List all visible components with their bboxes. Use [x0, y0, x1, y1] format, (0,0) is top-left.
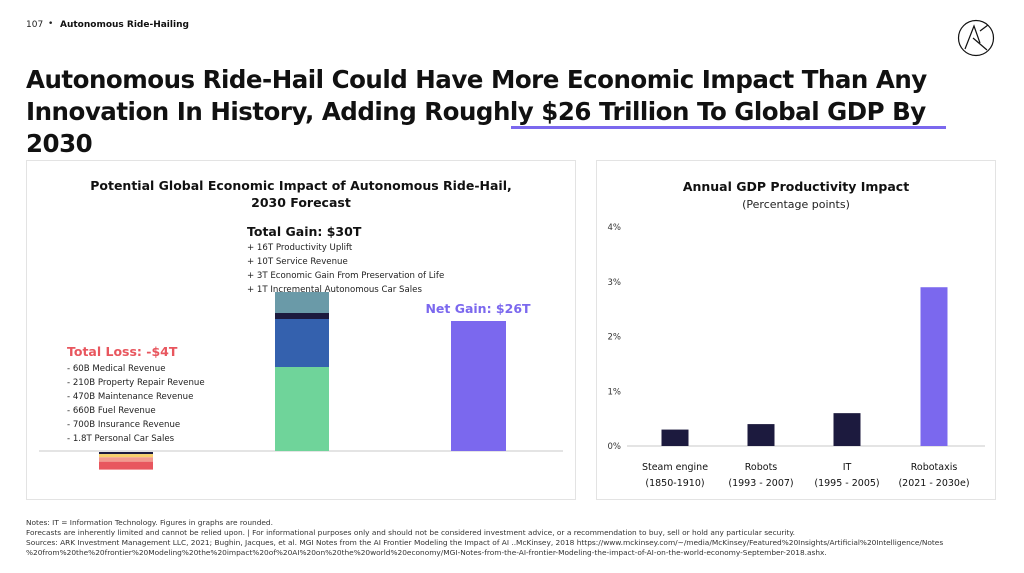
gdp-impact-bar [833, 413, 861, 446]
gain-item-label: + 10T Service Revenue [247, 257, 348, 267]
gdp-productivity-chart: 0% 1% 2% 3% 4% Steam engine (1850-1910) Robots (… [608, 223, 985, 489]
x-category-label: IT [843, 462, 852, 473]
header-separator: • [48, 19, 54, 29]
gain-bar-segment [275, 292, 329, 313]
net-gain-bar [451, 321, 506, 451]
y-tick-label: 1% [608, 387, 622, 397]
gain-total-label: Total Gain: $30T [247, 224, 362, 239]
x-category-period: (1993 - 2007) [728, 478, 793, 489]
loss-item-label: - 660B Fuel Revenue [67, 406, 156, 416]
right-chart-subtitle: (Percentage points) [742, 198, 850, 211]
y-tick-label: 2% [608, 333, 622, 343]
loss-bar-segment [99, 452, 153, 455]
gain-item-label: + 1T Incremental Autonomous Car Sales [247, 285, 422, 295]
net-gain-label: Net Gain: $26T [425, 301, 531, 316]
gdp-productivity-panel: Annual GDP Productivity Impact (Percenta… [596, 160, 996, 500]
loss-item-label: - 210B Property Repair Revenue [67, 378, 205, 388]
gain-item-label: + 16T Productivity Uplift [247, 243, 353, 253]
footer-notes-line: Notes: IT = Information Technology. Figu… [26, 518, 273, 527]
section-label: Autonomous Ride-Hailing [60, 20, 189, 30]
loss-bar-segment [99, 461, 153, 470]
x-category-period: (1995 - 2005) [814, 478, 879, 489]
economic-impact-panel: Potential Global Economic Impact of Auto… [26, 160, 576, 500]
footer-sources-url-line: %20from%20the%20frontier%20Modeling%20th… [26, 548, 827, 557]
economic-impact-chart: Total Loss: -$4T - 60B Medical Revenue - 2… [39, 224, 563, 470]
gain-bar-segment [275, 313, 329, 319]
x-category-period: (2021 - 2030e) [898, 478, 969, 489]
gdp-impact-bar [920, 287, 948, 446]
page-number: 107 [26, 20, 44, 30]
loss-item-label: - 470B Maintenance Revenue [67, 392, 193, 402]
gain-bar-segment [275, 319, 329, 367]
gain-bar-segment [275, 367, 329, 451]
ark-logo-icon [957, 19, 995, 57]
left-chart-title-line2: 2030 Forecast [251, 195, 351, 210]
y-tick-label: 0% [608, 442, 622, 452]
footer-sources-line: Sources: ARK Investment Management LLC, … [26, 538, 944, 547]
gdp-impact-bar [747, 424, 775, 446]
footer-disclaimer-line: Forecasts are inherently limited and can… [26, 528, 796, 537]
title-accent-underline [511, 126, 946, 129]
loss-item-label: - 60B Medical Revenue [67, 364, 165, 374]
loss-item-label: - 1.8T Personal Car Sales [67, 434, 175, 444]
loss-bar-segment [99, 457, 153, 462]
gain-item-label: + 3T Economic Gain From Preservation of … [247, 271, 444, 281]
y-tick-label: 3% [608, 278, 622, 288]
loss-bar-segment [99, 454, 153, 458]
x-category-label: Robots [745, 462, 778, 473]
loss-total-label: Total Loss: -$4T [67, 344, 178, 359]
loss-item-label: - 700B Insurance Revenue [67, 420, 180, 430]
footer-notes: Notes: IT = Information Technology. Figu… [26, 518, 1001, 558]
y-tick-label: 4% [608, 223, 622, 233]
x-category-label: Steam engine [642, 462, 708, 473]
page-title: Autonomous Ride-Hail Could Have More Eco… [26, 65, 927, 158]
x-category-period: (1850-1910) [645, 478, 704, 489]
x-category-label: Robotaxis [911, 462, 958, 473]
right-chart-title: Annual GDP Productivity Impact [682, 179, 910, 194]
left-chart-title-line1: Potential Global Economic Impact of Auto… [90, 178, 512, 193]
gdp-impact-bar [661, 429, 689, 446]
